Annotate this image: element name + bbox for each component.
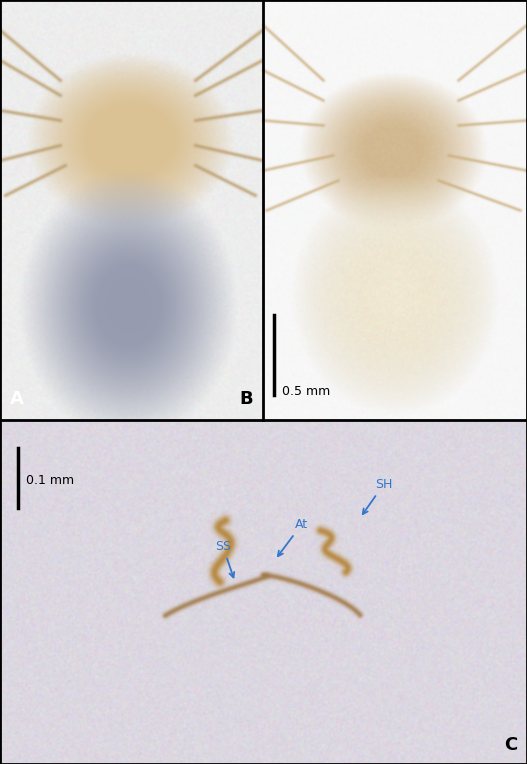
Text: A: A — [10, 390, 24, 408]
Text: At: At — [278, 518, 308, 556]
Text: B: B — [239, 390, 253, 408]
Text: SH: SH — [363, 478, 393, 514]
Text: SS: SS — [215, 540, 234, 578]
Text: 0.5 mm: 0.5 mm — [282, 385, 330, 398]
Text: C: C — [504, 736, 517, 754]
Text: 0.1 mm: 0.1 mm — [26, 474, 74, 487]
